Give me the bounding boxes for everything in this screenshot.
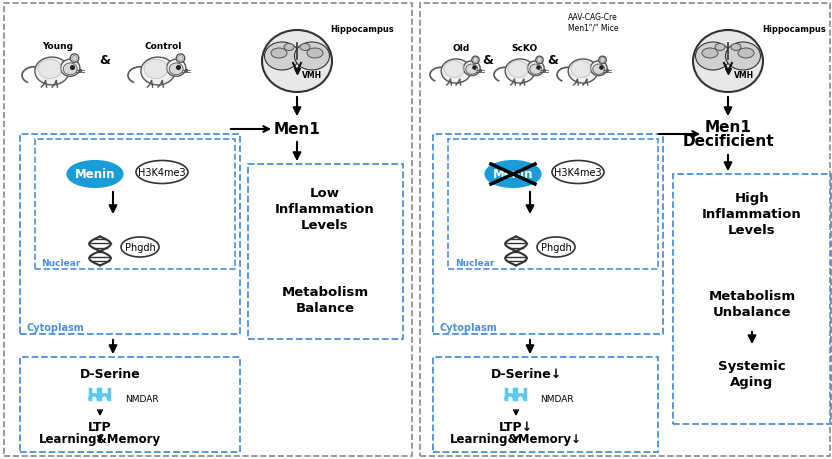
Text: LTP↓: LTP↓	[499, 420, 533, 434]
Bar	[673, 174, 831, 424]
Ellipse shape	[473, 58, 478, 63]
Text: LTP: LTP	[88, 420, 111, 434]
Ellipse shape	[441, 60, 471, 84]
Ellipse shape	[176, 55, 185, 63]
Text: AAV-CAG-Cre: AAV-CAG-Cre	[568, 13, 618, 22]
Ellipse shape	[144, 60, 167, 79]
Text: High
Inflammation
Levels: High Inflammation Levels	[702, 192, 802, 237]
Text: Phgdh: Phgdh	[125, 242, 156, 252]
Text: H3K4me3: H3K4me3	[138, 168, 186, 178]
Bar	[448, 140, 658, 269]
Bar	[420, 4, 830, 456]
Ellipse shape	[600, 58, 605, 63]
Ellipse shape	[262, 31, 332, 93]
Text: Cytoplasm: Cytoplasm	[440, 322, 498, 332]
Ellipse shape	[599, 57, 607, 64]
Ellipse shape	[552, 161, 604, 184]
Ellipse shape	[61, 60, 80, 77]
Ellipse shape	[70, 55, 79, 63]
Ellipse shape	[72, 56, 77, 62]
Ellipse shape	[295, 43, 329, 71]
Ellipse shape	[67, 162, 122, 188]
Ellipse shape	[166, 60, 186, 77]
Bar	[35, 140, 235, 269]
Ellipse shape	[35, 58, 69, 86]
Text: ScKO: ScKO	[512, 45, 537, 53]
Text: Men1: Men1	[274, 122, 320, 137]
Text: Phgdh: Phgdh	[541, 242, 572, 252]
Bar	[433, 357, 658, 452]
Ellipse shape	[38, 60, 62, 79]
Ellipse shape	[530, 65, 542, 75]
Bar	[433, 134, 663, 334]
Text: Menin: Menin	[493, 168, 533, 181]
Ellipse shape	[536, 57, 543, 64]
Text: Nuclear: Nuclear	[41, 259, 81, 268]
Text: Young: Young	[42, 41, 73, 50]
Ellipse shape	[571, 62, 592, 78]
Text: &: &	[547, 53, 558, 67]
Text: Nuclear: Nuclear	[455, 259, 494, 268]
Text: NMDAR: NMDAR	[125, 395, 159, 403]
Text: Hippocampus: Hippocampus	[762, 25, 825, 34]
Ellipse shape	[726, 43, 760, 71]
Text: Decificient: Decificient	[682, 134, 774, 149]
Text: Cytoplasm: Cytoplasm	[26, 322, 84, 332]
Ellipse shape	[444, 62, 464, 78]
Ellipse shape	[271, 49, 287, 59]
Ellipse shape	[307, 49, 323, 59]
Text: H3K4me3: H3K4me3	[554, 168, 602, 178]
Text: D-Serine: D-Serine	[80, 368, 141, 381]
Bar	[20, 357, 240, 452]
Text: Hippocampus: Hippocampus	[330, 25, 394, 34]
Ellipse shape	[592, 65, 605, 75]
Ellipse shape	[169, 64, 183, 76]
Bar	[20, 134, 240, 334]
Text: VMH: VMH	[734, 70, 754, 79]
Ellipse shape	[463, 62, 480, 77]
Text: Metabolism
Unbalance: Metabolism Unbalance	[708, 290, 795, 319]
Ellipse shape	[715, 45, 725, 51]
Ellipse shape	[466, 65, 478, 75]
Ellipse shape	[136, 161, 188, 184]
Ellipse shape	[527, 62, 544, 77]
Bar	[248, 165, 403, 339]
Ellipse shape	[702, 49, 718, 59]
Ellipse shape	[537, 237, 575, 257]
Text: Learning&Memory: Learning&Memory	[39, 432, 161, 445]
Bar	[4, 4, 412, 456]
Ellipse shape	[265, 43, 300, 71]
Text: Systemic
Aging: Systemic Aging	[718, 360, 785, 389]
Ellipse shape	[472, 57, 479, 64]
Text: VMH: VMH	[302, 70, 322, 79]
Text: &: &	[483, 53, 493, 67]
Ellipse shape	[178, 56, 183, 62]
Ellipse shape	[300, 45, 310, 51]
Ellipse shape	[731, 45, 741, 51]
Ellipse shape	[141, 58, 176, 86]
Text: Control: Control	[145, 41, 182, 50]
Ellipse shape	[591, 62, 607, 77]
Text: Metabolism
Balance: Metabolism Balance	[281, 285, 369, 314]
Ellipse shape	[508, 62, 528, 78]
Ellipse shape	[121, 237, 159, 257]
Text: Menin: Menin	[75, 168, 116, 181]
Ellipse shape	[537, 58, 542, 63]
Text: &: &	[100, 53, 111, 67]
Text: Learning&Memory↓: Learning&Memory↓	[450, 432, 582, 445]
Text: Old: Old	[452, 45, 469, 53]
Text: D-Serine↓: D-Serine↓	[490, 368, 562, 381]
Ellipse shape	[568, 60, 598, 84]
Text: Men1: Men1	[705, 120, 751, 135]
Text: NMDAR: NMDAR	[540, 395, 573, 403]
Text: Men1ʺ/ʺ Mice: Men1ʺ/ʺ Mice	[567, 23, 618, 33]
Text: Low
Inflammation
Levels: Low Inflammation Levels	[275, 187, 375, 232]
Ellipse shape	[696, 43, 730, 71]
Ellipse shape	[486, 162, 541, 188]
Ellipse shape	[505, 60, 535, 84]
Ellipse shape	[738, 49, 754, 59]
Ellipse shape	[284, 45, 294, 51]
Ellipse shape	[63, 64, 77, 76]
Ellipse shape	[693, 31, 763, 93]
